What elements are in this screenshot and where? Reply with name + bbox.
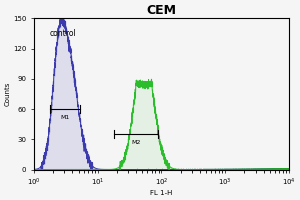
Y-axis label: Counts: Counts: [4, 82, 10, 106]
Text: control: control: [49, 29, 76, 38]
Title: CEM: CEM: [146, 4, 176, 17]
Text: M2: M2: [131, 140, 141, 145]
Text: M1: M1: [60, 115, 70, 120]
X-axis label: FL 1-H: FL 1-H: [150, 190, 172, 196]
